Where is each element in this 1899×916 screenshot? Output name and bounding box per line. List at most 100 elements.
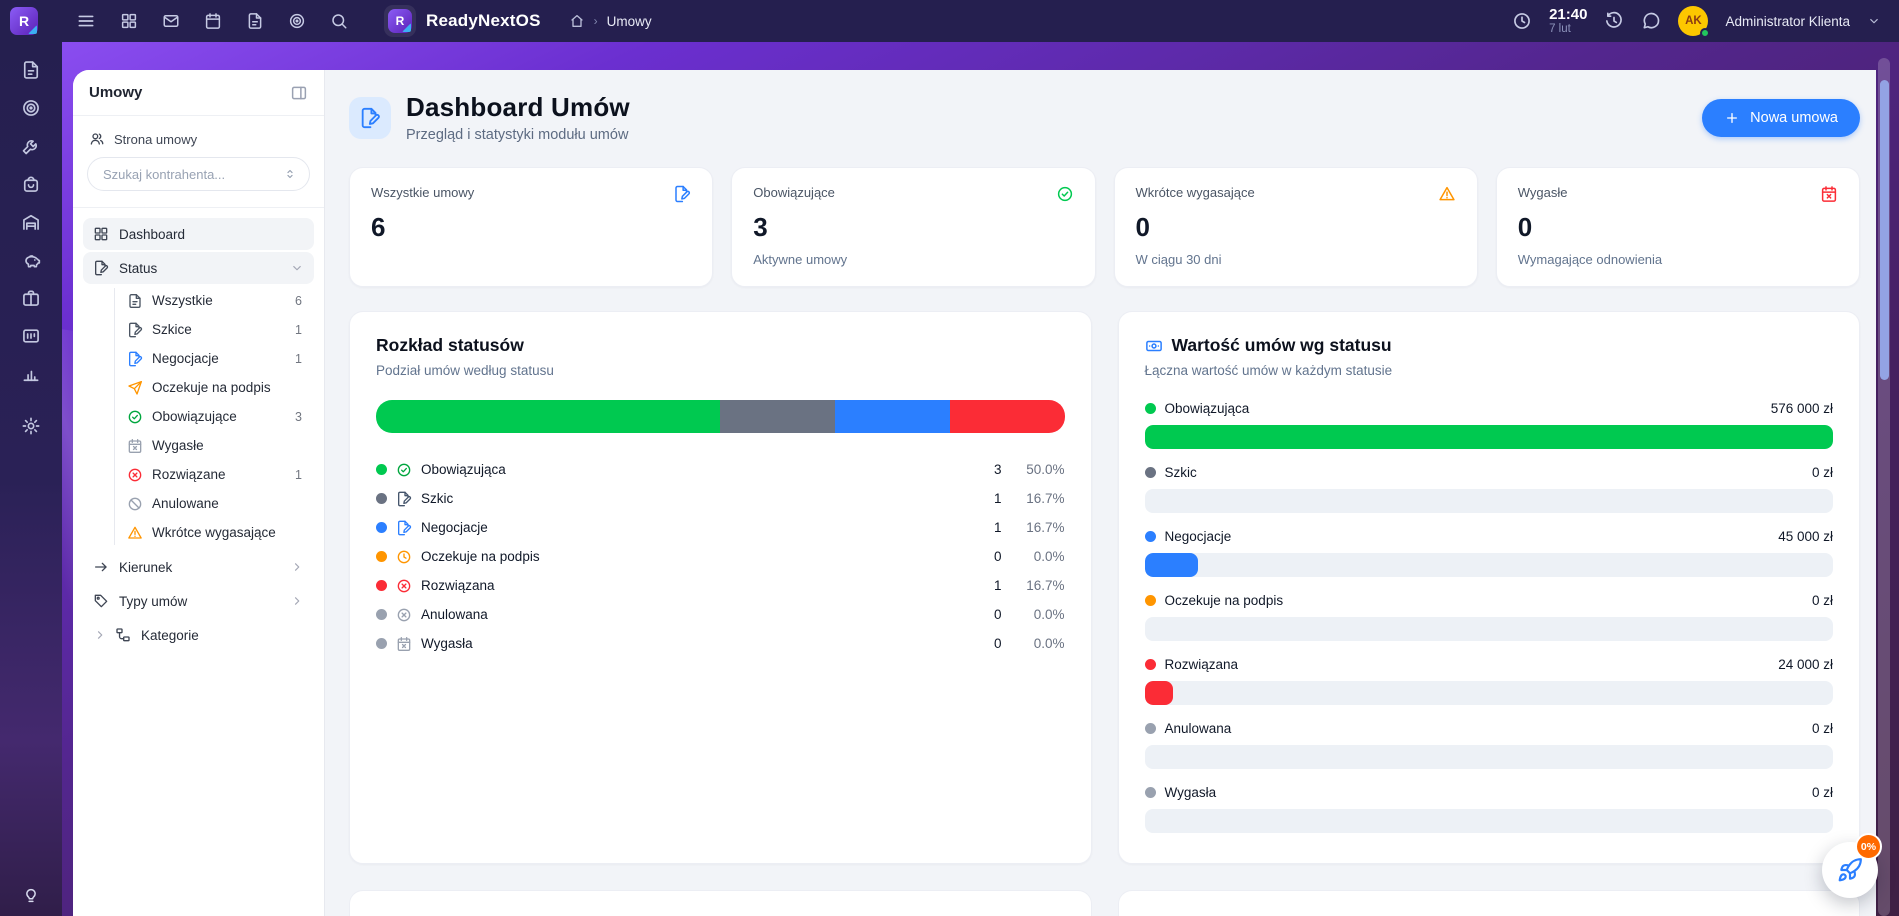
sidebar-item-dashboard[interactable]: Dashboard <box>83 218 314 250</box>
brand-logo-icon: R <box>384 5 416 37</box>
legend-dot <box>1144 594 1156 606</box>
legend-dot <box>1144 466 1156 478</box>
rail-documents-icon[interactable] <box>21 60 41 80</box>
panel-title: Rozkład statusów <box>376 335 524 355</box>
sidebar-item-oczekuje-na-podpis[interactable]: Oczekuje na podpis <box>83 373 314 402</box>
status-children: Wszystkie 6 Szkice 1 Negocjacje 1 <box>83 286 314 547</box>
legend-count: 1 <box>993 578 1002 593</box>
bar-segment-szkic <box>720 400 836 433</box>
value-bar-fill <box>1144 553 1199 577</box>
contractor-search-select[interactable] <box>87 157 310 191</box>
stat-sub: W ciągu 30 dni <box>1135 252 1222 267</box>
rail-lightbulb-icon[interactable] <box>22 886 40 904</box>
rail-piggy-bank-icon[interactable] <box>21 250 41 270</box>
sidebar-item-negocjacje[interactable]: Negocjacje 1 <box>83 344 314 373</box>
sidebar-item-label: Status <box>119 260 158 276</box>
rail-settings-icon[interactable] <box>21 416 41 436</box>
legend-count: 1 <box>993 520 1002 535</box>
sidebar-item-obowiazujace[interactable]: Obowiązujące 3 <box>83 402 314 431</box>
legend-dot <box>376 493 387 504</box>
rail-warehouse-icon[interactable] <box>21 212 41 232</box>
rail-tools-icon[interactable] <box>21 136 41 156</box>
value-amount: 0 zł <box>1811 592 1833 608</box>
alert-triangle-icon <box>127 525 143 541</box>
menu-icon[interactable] <box>76 11 96 31</box>
x-circle-icon <box>127 467 143 483</box>
legend-dot <box>1144 786 1156 798</box>
bar-segment-rozwiazana <box>950 400 1065 433</box>
bar-segment-negocjacje <box>835 400 951 433</box>
target-icon[interactable] <box>288 12 306 30</box>
panel-subtitle: Podział umów według statusu <box>376 363 554 378</box>
rail-target-icon[interactable] <box>21 98 41 118</box>
sidebar-collapse-icon[interactable] <box>290 84 308 102</box>
onboarding-fab[interactable]: 0% <box>1822 833 1882 898</box>
legend-count: 0 <box>993 607 1002 622</box>
panel-title: Wartość umów wg statusu <box>1171 335 1392 355</box>
sidebar-item-anulowane[interactable]: Anulowane <box>83 489 314 518</box>
legend-percent: 0.0% <box>1033 636 1065 651</box>
sidebar-item-label: Kategorie <box>141 627 199 643</box>
workspace: Umowy Strona umowy Dashboard <box>73 70 1876 916</box>
online-status-dot <box>1700 28 1711 38</box>
contractor-search-input[interactable] <box>94 165 283 183</box>
legend-label: Obowiązująca <box>421 462 506 477</box>
sidebar-item-rozwiazane[interactable]: Rozwiązane 1 <box>83 460 314 489</box>
chevron-right-icon <box>93 628 107 642</box>
value-bar <box>1144 617 1833 641</box>
stat-value: 0 <box>1517 212 1533 242</box>
new-contract-button[interactable]: Nowa umowa <box>1702 98 1860 137</box>
calendar-icon[interactable] <box>204 12 222 30</box>
app-logo[interactable]: R <box>10 7 38 35</box>
avatar-initials: AK <box>1685 15 1702 27</box>
brand[interactable]: R ReadyNextOS <box>384 5 541 37</box>
breadcrumb-current[interactable]: Umowy <box>606 13 652 29</box>
scrollbar-thumb[interactable] <box>1879 80 1889 380</box>
search-icon[interactable] <box>330 12 348 30</box>
sidebar-item-typy-umow[interactable]: Typy umów <box>83 585 314 617</box>
apps-grid-icon[interactable] <box>120 12 138 30</box>
sidebar-item-label: Wszystkie <box>152 293 213 308</box>
mail-icon[interactable] <box>162 12 180 30</box>
rail-chart-icon[interactable] <box>21 364 41 384</box>
legend-count: 3 <box>993 462 1002 477</box>
value-label: Rozwiązana <box>1164 656 1239 672</box>
sidebar-title: Umowy <box>89 84 143 101</box>
documents-icon[interactable] <box>246 12 264 30</box>
chat-icon[interactable] <box>1641 11 1661 31</box>
sidebar-item-label: Kierunek <box>119 559 173 575</box>
home-icon[interactable] <box>569 13 585 29</box>
sidebar-item-label: Dashboard <box>119 226 186 242</box>
topbar-right: 21:40 7 lut AK Administrator Klienta <box>1512 6 1881 38</box>
value-amount: 24 000 zł <box>1778 656 1833 672</box>
rail-kanban-icon[interactable] <box>21 326 41 346</box>
user-name[interactable]: Administrator Klienta <box>1725 13 1850 29</box>
sidebar-item-status[interactable]: Status <box>83 252 314 284</box>
sidebar-item-kierunek[interactable]: Kierunek <box>83 551 314 583</box>
value-label: Negocjacje <box>1164 528 1232 544</box>
panel-subtitle: Łączna wartość umów w każdym statusie <box>1144 363 1393 378</box>
sidebar-item-szkice[interactable]: Szkice 1 <box>83 315 314 344</box>
value-row: Anulowana 0 zł <box>1144 718 1833 769</box>
item-count: 3 <box>295 409 302 424</box>
clock-icon <box>1512 11 1532 31</box>
sidebar-item-wygasle[interactable]: Wygasłe <box>83 431 314 460</box>
rail-briefcase-icon[interactable] <box>21 288 41 308</box>
stat-cards: Wszystkie umowy 6 Obowiązujące 3 Aktywne… <box>349 167 1860 287</box>
legend-row: Anulowana 0 0.0% <box>376 600 1065 629</box>
user-menu-chevron-icon[interactable] <box>1867 14 1881 28</box>
sidebar-item-kategorie[interactable]: Kategorie <box>83 619 314 651</box>
avatar[interactable]: AK <box>1678 6 1711 38</box>
dashboard-grid-icon <box>93 226 109 242</box>
value-amount: 0 zł <box>1811 784 1833 800</box>
page-scrollbar[interactable] <box>1878 58 1890 916</box>
chevron-down-icon <box>290 261 304 275</box>
sidebar-item-wszystkie[interactable]: Wszystkie 6 <box>83 286 314 315</box>
sidebar-search-section: Strona umowy <box>73 116 324 208</box>
history-icon[interactable] <box>1604 11 1624 31</box>
value-rows: Obowiązująca 576 000 zł Szkic 0 zł <box>1144 398 1833 833</box>
value-label: Szkic <box>1164 464 1197 480</box>
sidebar-item-wkrotce-wygasajace[interactable]: Wkrótce wygasające <box>83 518 314 547</box>
file-pen-icon <box>396 520 412 536</box>
rail-shopping-bag-icon[interactable] <box>21 174 41 194</box>
